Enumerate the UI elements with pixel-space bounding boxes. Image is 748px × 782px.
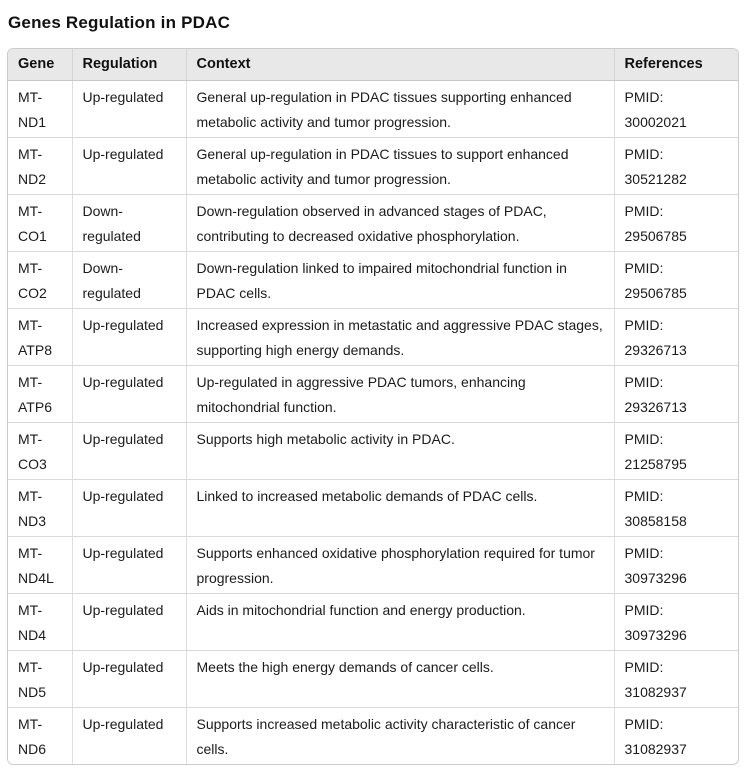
cell-gene: MT-ATP6: [8, 365, 72, 423]
cell-context: Increased expression in metastatic and a…: [185, 308, 614, 366]
table-row: MT-ND1 Up-regulated General up-regulatio…: [8, 80, 738, 138]
cell-context: Supports enhanced oxidative phosphorylat…: [185, 536, 614, 594]
table-row: MT-ND3 Up-regulated Linked to increased …: [8, 479, 738, 537]
cell-regulation: Up-regulated: [71, 650, 186, 708]
cell-gene: MT-ND2: [8, 137, 72, 195]
table-row: MT-ND4L Up-regulated Supports enhanced o…: [8, 536, 738, 594]
cell-regulation: Down-regulated: [71, 194, 186, 252]
cell-gene: MT-ATP8: [8, 308, 72, 366]
cell-regulation: Up-regulated: [71, 479, 186, 537]
cell-regulation: Up-regulated: [71, 365, 186, 423]
table-row: MT-ATP6 Up-regulated Up-regulated in agg…: [8, 365, 738, 423]
cell-context: Down-regulation observed in advanced sta…: [185, 194, 614, 252]
cell-context: Down-regulation linked to impaired mitoc…: [185, 251, 614, 309]
cell-references: PMID: 29326713: [613, 308, 738, 366]
table-row: MT-ND2 Up-regulated General up-regulatio…: [8, 137, 738, 195]
column-header-regulation: Regulation: [71, 49, 186, 81]
table-row: MT-CO1 Down-regulated Down-regulation ob…: [8, 194, 738, 252]
cell-references: PMID: 30973296: [613, 593, 738, 651]
cell-context: Aids in mitochondrial function and energ…: [185, 593, 614, 651]
cell-references: PMID: 31082937: [613, 650, 738, 708]
column-header-gene: Gene: [8, 49, 72, 81]
cell-regulation: Up-regulated: [71, 593, 186, 651]
cell-gene: MT-ND5: [8, 650, 72, 708]
cell-references: PMID: 29506785: [613, 194, 738, 252]
cell-context: Meets the high energy demands of cancer …: [185, 650, 614, 708]
cell-references: PMID: 31082937: [613, 707, 738, 764]
cell-gene: MT-ND4: [8, 593, 72, 651]
table-row: MT-ND6 Up-regulated Supports increased m…: [8, 707, 738, 764]
cell-references: PMID: 29506785: [613, 251, 738, 309]
column-header-context: Context: [185, 49, 614, 81]
cell-references: PMID: 29326713: [613, 365, 738, 423]
cell-references: PMID: 30521282: [613, 137, 738, 195]
cell-regulation: Up-regulated: [71, 308, 186, 366]
table-row: MT-ND4 Up-regulated Aids in mitochondria…: [8, 593, 738, 651]
cell-context: Supports increased metabolic activity ch…: [185, 707, 614, 764]
cell-context: Linked to increased metabolic demands of…: [185, 479, 614, 537]
page: Genes Regulation in PDAC Gene Regulation…: [0, 13, 748, 765]
cell-references: PMID: 30002021: [613, 80, 738, 138]
genes-table-container: Gene Regulation Context References MT-ND…: [7, 48, 739, 765]
cell-gene: MT-ND1: [18, 89, 47, 130]
cell-gene: MT-ND6: [8, 707, 72, 764]
cell-gene: MT-ND3: [8, 479, 72, 537]
cell-context: General up-regulation in PDAC tissues to…: [185, 137, 614, 195]
cell-regulation: Up-regulated: [71, 536, 186, 594]
cell-gene: MT-CO3: [8, 422, 72, 480]
cell-references: PMID: 30858158: [613, 479, 738, 537]
cell-context: Supports high metabolic activity in PDAC…: [185, 422, 614, 480]
cell-regulation: Up-regulated: [71, 707, 186, 764]
table-header-row: Gene Regulation Context References: [8, 49, 738, 81]
table-row: MT-CO2 Down-regulated Down-regulation li…: [8, 251, 738, 309]
cell-context: Up-regulated in aggressive PDAC tumors, …: [185, 365, 614, 423]
cell-gene: MT-CO1: [8, 194, 72, 252]
cell-gene: MT-ND4L: [8, 536, 72, 594]
page-title: Genes Regulation in PDAC: [8, 13, 231, 32]
column-header-references: References: [613, 49, 738, 81]
cell-references: PMID: 21258795: [613, 422, 738, 480]
cell-context: General up-regulation in PDAC tissues su…: [185, 80, 614, 138]
table-row: MT-ATP8 Up-regulated Increased expressio…: [8, 308, 738, 366]
table-row: MT-ND5 Up-regulated Meets the high energ…: [8, 650, 738, 708]
cell-gene: MT-CO2: [8, 251, 72, 309]
cell-regulation: Down-regulated: [71, 251, 186, 309]
table-row: MT-CO3 Up-regulated Supports high metabo…: [8, 422, 738, 480]
cell-regulation: Up-regulated: [71, 422, 186, 480]
cell-regulation: Up-regulated: [71, 80, 186, 138]
cell-references: PMID: 30973296: [613, 536, 738, 594]
genes-regulation-table: Gene Regulation Context References MT-ND…: [8, 49, 738, 764]
cell-regulation: Up-regulated: [71, 137, 186, 195]
